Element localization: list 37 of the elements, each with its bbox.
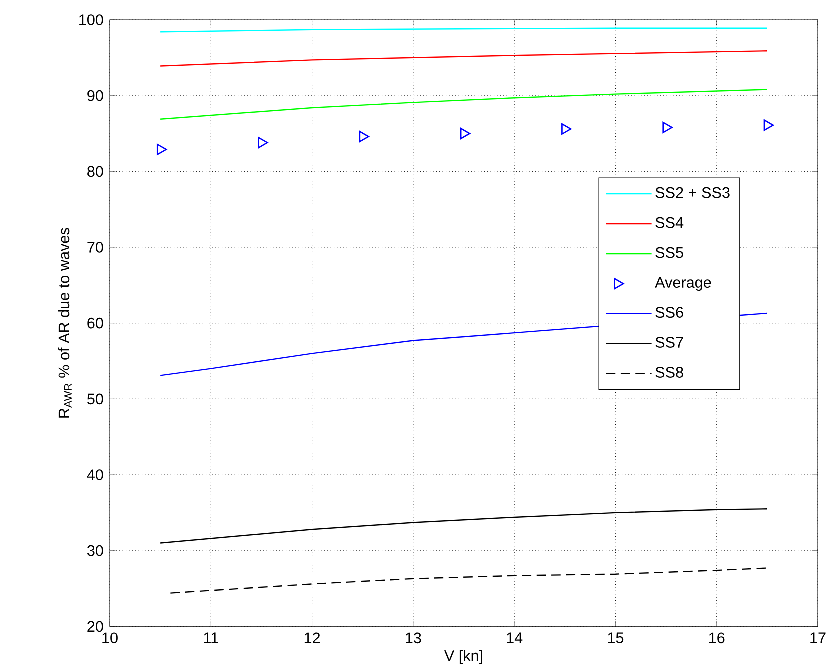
x-axis-title: V [kn] [444,650,482,664]
y-tick-label: 40 [87,470,104,480]
y-tick-label: 60 [88,318,104,329]
point [662,122,673,134]
legend-label: SS4 [656,217,684,228]
x-tick-label: 14 [507,632,523,644]
point [764,120,774,132]
legend-label: SS6 [656,307,684,318]
point [359,131,370,143]
y-tick-label: 80 [88,166,104,178]
line-series [160,508,768,544]
legend-label: SS5 [656,247,684,258]
x-tick-label: 17 [810,632,826,644]
point [156,144,168,156]
x-tick-label: 13 [406,632,422,644]
x-tick-label: 11 [204,632,218,644]
point [460,128,471,140]
y-tick-label: 50 [88,394,104,405]
line-series [170,568,768,594]
line-series [160,50,768,67]
x-tick-label: 10 [102,632,118,644]
y-tick-label: 70 [88,242,104,253]
legend-label: SS8 [656,367,684,378]
y-tick-label: 30 [87,545,104,556]
y-axis-title: R$_{AWR}$ % of AR due to waves [58,228,72,418]
legend-label: SS7 [656,337,684,348]
x-tick-label: 12 [304,632,320,644]
y-tick-label: 90 [88,90,104,102]
y-tick-label: 100 [80,14,104,26]
legend-label: SS2 + SS3 [656,187,730,198]
y-tick-label: 20 [88,621,104,632]
point [562,123,572,135]
legend-label: Average [655,277,712,292]
line-series [160,89,768,120]
point [258,137,268,149]
x-tick-label: 15 [608,632,624,644]
x-tick-label: 16 [710,632,725,644]
